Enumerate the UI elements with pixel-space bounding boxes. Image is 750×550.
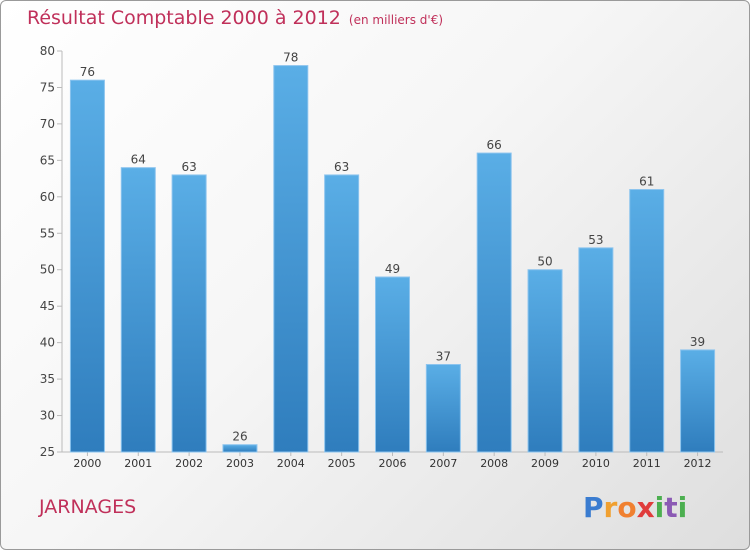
x-tick-label-2008: 2008 xyxy=(480,457,508,470)
value-label-2012: 39 xyxy=(690,335,705,349)
x-tick-label-2000: 2000 xyxy=(73,457,101,470)
value-label-2011: 61 xyxy=(639,175,654,189)
logo-letter: x xyxy=(636,491,655,524)
y-tick-label: 70 xyxy=(40,117,55,131)
y-tick-label: 30 xyxy=(40,409,55,423)
bar-2011[interactable] xyxy=(629,189,665,453)
bar-2009[interactable] xyxy=(527,269,563,453)
x-tick-label-2012: 2012 xyxy=(684,457,712,470)
value-label-2010: 53 xyxy=(588,233,603,247)
chart-title: Résultat Comptable 2000 à 2012 (en millie… xyxy=(27,7,443,29)
logo-letter: o xyxy=(617,491,637,524)
value-label-2007: 37 xyxy=(436,350,451,364)
value-label-2002: 63 xyxy=(181,160,196,174)
chart-title-unit: (en milliers d'€) xyxy=(348,13,444,27)
value-label-2005: 63 xyxy=(334,160,349,174)
bar-2012[interactable] xyxy=(680,349,716,453)
x-tick-label-2006: 2006 xyxy=(379,457,407,470)
value-label-2009: 50 xyxy=(537,255,552,269)
y-tick-label: 80 xyxy=(40,44,55,58)
x-tick-label-2005: 2005 xyxy=(328,457,356,470)
y-tick-label: 45 xyxy=(40,299,55,313)
y-tick-label: 55 xyxy=(40,226,55,240)
x-tick-label-2002: 2002 xyxy=(175,457,203,470)
bar-2004[interactable] xyxy=(273,65,309,453)
value-label-2004: 78 xyxy=(283,51,298,65)
bar-2002[interactable] xyxy=(171,174,207,453)
logo-letter: i xyxy=(654,491,665,524)
x-tick-label-2010: 2010 xyxy=(582,457,610,470)
bar-2001[interactable] xyxy=(120,167,156,453)
y-tick-label: 65 xyxy=(40,153,55,167)
value-label-2008: 66 xyxy=(487,138,502,152)
logo-letter: t xyxy=(664,491,678,524)
logo-letter: P xyxy=(583,491,604,524)
value-label-2006: 49 xyxy=(385,262,400,276)
bar-2010[interactable] xyxy=(578,247,614,453)
chart-title-main: Résultat Comptable 2000 à 2012 xyxy=(27,7,341,29)
y-tick-label: 40 xyxy=(40,336,55,350)
proxiti-logo[interactable]: Proxiti xyxy=(583,491,687,524)
x-tick-label-2011: 2011 xyxy=(633,457,661,470)
logo-letter: r xyxy=(603,491,618,524)
x-tick-label-2001: 2001 xyxy=(124,457,152,470)
value-label-2001: 64 xyxy=(131,153,146,167)
y-tick-label: 60 xyxy=(40,190,55,204)
y-tick-label: 75 xyxy=(40,80,55,94)
logo-letter: i xyxy=(677,491,688,524)
bar-2003[interactable] xyxy=(222,444,258,453)
bar-2005[interactable] xyxy=(324,174,360,453)
value-label-2003: 26 xyxy=(232,430,247,444)
y-tick-label: 35 xyxy=(40,372,55,386)
bar-2008[interactable] xyxy=(476,152,512,453)
x-tick-label-2003: 2003 xyxy=(226,457,254,470)
place-name: JARNAGES xyxy=(39,496,137,518)
bar-2006[interactable] xyxy=(375,276,410,453)
x-tick-label-2004: 2004 xyxy=(277,457,305,470)
y-tick-label: 50 xyxy=(40,263,55,277)
bar-2000[interactable] xyxy=(69,79,105,453)
value-label-2000: 76 xyxy=(80,65,95,79)
bar-2007[interactable] xyxy=(425,364,461,453)
x-tick-label-2009: 2009 xyxy=(531,457,559,470)
x-tick-label-2007: 2007 xyxy=(429,457,457,470)
y-tick-label: 25 xyxy=(40,445,55,459)
